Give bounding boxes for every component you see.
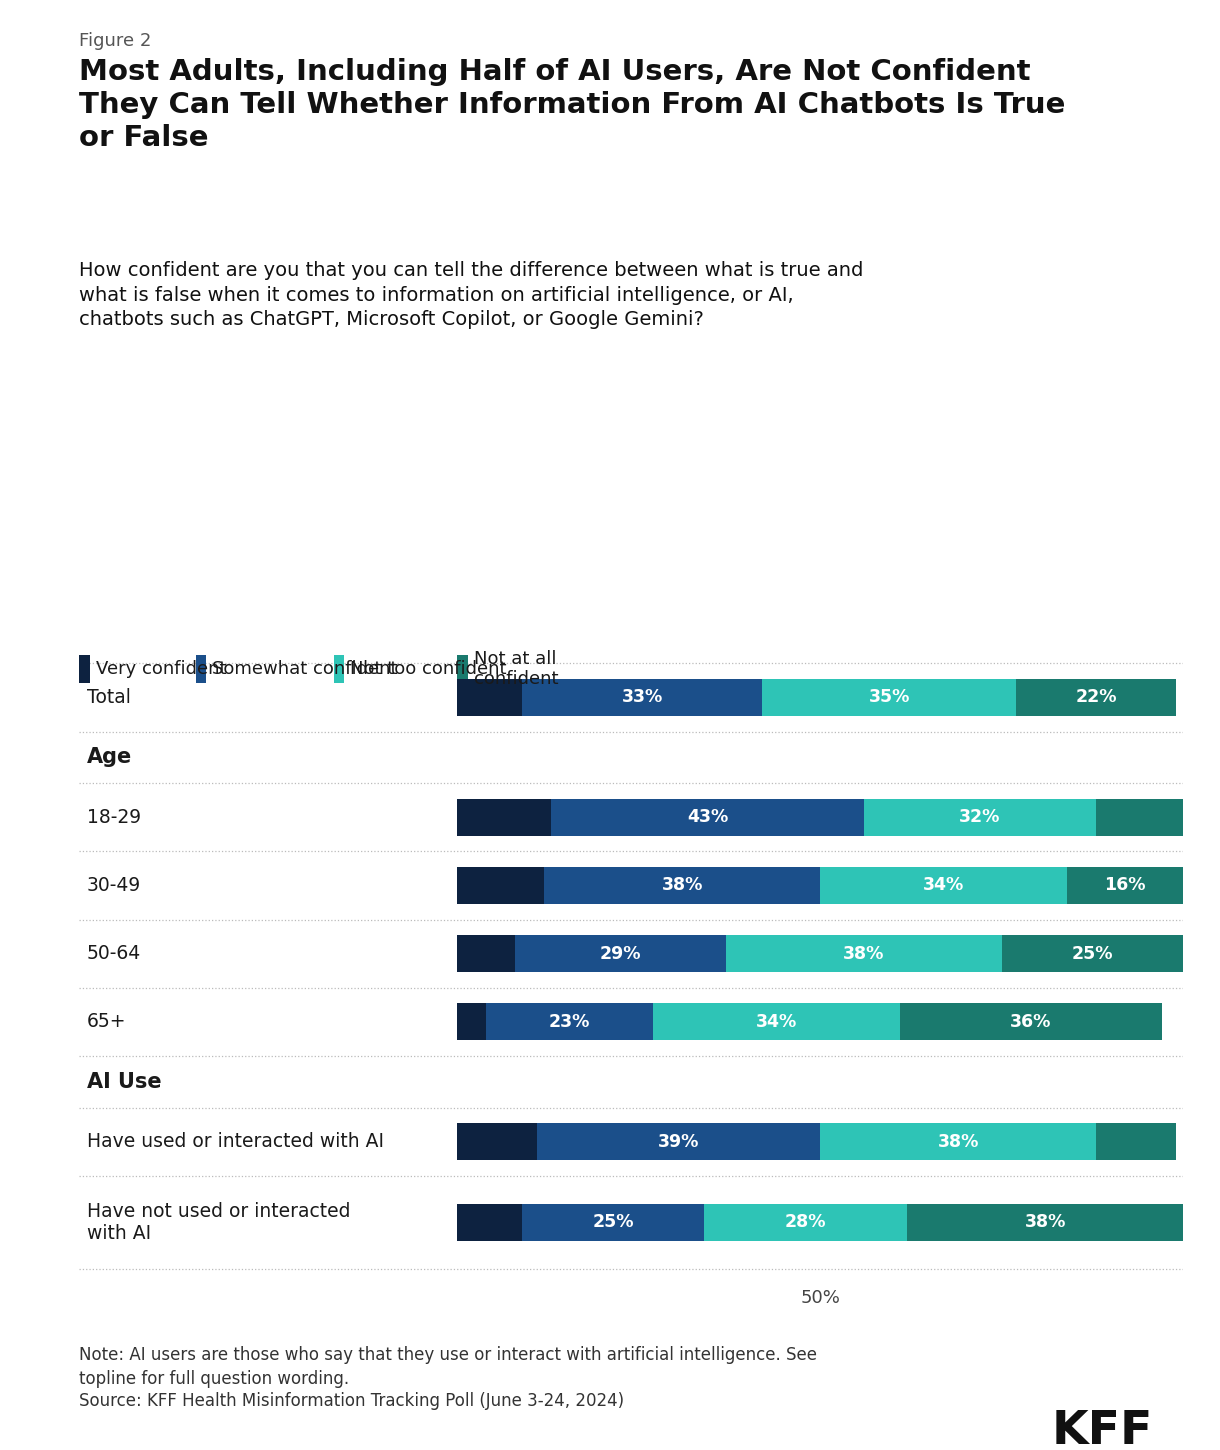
Bar [458, 935, 515, 973]
Bar [515, 935, 726, 973]
Bar [458, 1122, 537, 1160]
Text: 38%: 38% [937, 1132, 978, 1151]
Bar [458, 1003, 486, 1041]
Bar [458, 867, 544, 905]
Text: 43%: 43% [687, 808, 728, 826]
Text: Have used or interacted with AI: Have used or interacted with AI [87, 1132, 383, 1151]
Bar [1016, 679, 1176, 716]
Bar [79, 655, 90, 683]
Text: 33%: 33% [622, 689, 662, 706]
Text: AI Use: AI Use [87, 1072, 161, 1092]
Text: 29%: 29% [600, 944, 642, 963]
Text: Most Adults, Including Half of AI Users, Are Not Confident
They Can Tell Whether: Most Adults, Including Half of AI Users,… [79, 58, 1066, 152]
Text: 22%: 22% [1076, 689, 1118, 706]
Bar [864, 799, 1097, 837]
Text: How confident are you that you can tell the difference between what is true and
: How confident are you that you can tell … [79, 261, 864, 329]
Text: 38%: 38% [843, 944, 884, 963]
Bar [486, 1003, 653, 1041]
Bar [458, 1204, 522, 1241]
Text: 34%: 34% [924, 876, 964, 895]
Bar [458, 799, 551, 837]
Bar [762, 679, 1016, 716]
Bar [458, 679, 522, 716]
Bar [544, 867, 820, 905]
Text: Not at all
confident: Not at all confident [473, 650, 559, 689]
Bar [195, 655, 206, 683]
Text: 18-29: 18-29 [87, 808, 140, 826]
Bar [551, 799, 864, 837]
Text: 65+: 65+ [87, 1012, 126, 1031]
Text: Source: KFF Health Misinformation Tracking Poll (June 3-24, 2024): Source: KFF Health Misinformation Tracki… [79, 1392, 625, 1409]
Text: 50-64: 50-64 [87, 944, 140, 963]
Text: 30-49: 30-49 [87, 876, 140, 895]
Bar [908, 1204, 1183, 1241]
Text: Note: AI users are those who say that they use or interact with artificial intel: Note: AI users are those who say that th… [79, 1346, 817, 1388]
Text: 16%: 16% [1104, 876, 1146, 895]
Text: Total: Total [87, 687, 131, 708]
Text: 34%: 34% [756, 1012, 797, 1031]
Text: 38%: 38% [661, 876, 703, 895]
Text: 50%: 50% [800, 1289, 841, 1306]
Bar [1068, 867, 1183, 905]
Text: Not too confident: Not too confident [350, 660, 506, 679]
Bar [726, 935, 1002, 973]
Bar [458, 655, 468, 683]
Text: 23%: 23% [549, 1012, 590, 1031]
Bar [333, 655, 344, 683]
Text: 39%: 39% [658, 1132, 699, 1151]
Text: Age: Age [87, 747, 132, 767]
Bar [653, 1003, 900, 1041]
Text: KFF: KFF [1052, 1409, 1153, 1450]
Bar [704, 1204, 908, 1241]
Bar [820, 1122, 1097, 1160]
Text: 25%: 25% [593, 1214, 634, 1231]
Text: 35%: 35% [869, 689, 910, 706]
Text: Very confident: Very confident [96, 660, 227, 679]
Text: 36%: 36% [1010, 1012, 1052, 1031]
Text: 38%: 38% [1025, 1214, 1066, 1231]
Bar [1002, 935, 1183, 973]
Bar [522, 679, 762, 716]
Bar [1097, 799, 1183, 837]
Bar [522, 1204, 704, 1241]
Bar [537, 1122, 820, 1160]
Text: 25%: 25% [1072, 944, 1114, 963]
Text: Somewhat confident: Somewhat confident [212, 660, 398, 679]
Bar [1097, 1122, 1176, 1160]
Text: 32%: 32% [959, 808, 1000, 826]
Text: 28%: 28% [784, 1214, 826, 1231]
Text: Figure 2: Figure 2 [79, 32, 151, 49]
Text: Have not used or interacted
with AI: Have not used or interacted with AI [87, 1202, 350, 1243]
Bar [820, 867, 1068, 905]
Bar [900, 1003, 1161, 1041]
